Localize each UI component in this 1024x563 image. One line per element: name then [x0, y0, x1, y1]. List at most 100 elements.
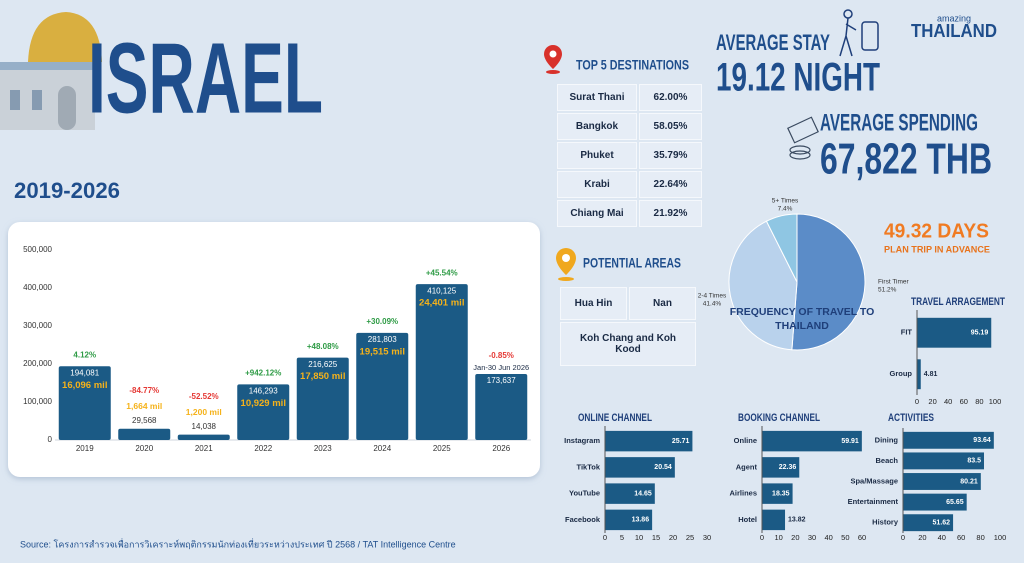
chart-title: BOOKING CHANNEL	[738, 412, 820, 424]
slice-label: 2-4 Times	[698, 293, 727, 300]
revenue-label: 24,401 mil	[419, 298, 464, 309]
value-label: 20.54	[654, 464, 672, 471]
x-tick-label: 2022	[254, 444, 272, 453]
value-label: 95.19	[971, 330, 989, 337]
category-label: Dining	[875, 435, 899, 444]
spending-value: 67,822 THB	[820, 135, 992, 184]
period-title: 2019-2026	[14, 178, 120, 203]
table-cell: 58.05%	[639, 113, 702, 140]
bar	[177, 434, 230, 440]
category-label: YouTube	[569, 489, 600, 498]
x-tick-label: 40	[944, 397, 952, 406]
money-icon	[787, 116, 819, 160]
page-title: ISRAEL	[88, 22, 323, 134]
revenue-label: 1,664 mil	[126, 401, 162, 411]
table-cell: 35.79%	[639, 142, 702, 169]
value-label: 65.65	[946, 499, 964, 506]
x-tick-label: 2025	[433, 444, 451, 453]
value-label: 173,637	[487, 376, 516, 385]
slice-label: 5+ Times	[772, 198, 799, 205]
bar	[903, 431, 994, 449]
bar	[762, 509, 786, 531]
slice-value: 7.4%	[778, 206, 793, 213]
x-tick-label: 60	[960, 397, 968, 406]
table-cell: Surat Thani	[557, 84, 637, 111]
pie-slice	[765, 213, 798, 283]
pin-icon	[544, 45, 562, 74]
bar	[605, 430, 693, 452]
value-label: 59.91	[841, 438, 859, 445]
x-tick-label: 0	[901, 533, 905, 542]
bar	[903, 493, 967, 511]
growth-label: +942.12%	[245, 369, 281, 378]
pin-icon	[556, 248, 576, 281]
table-row: Surat Thani 62.00%	[557, 84, 702, 111]
x-tick-label: 10	[774, 533, 782, 542]
stay-label: AVERAGE STAY	[716, 30, 830, 55]
value-label: 14,038	[192, 422, 217, 431]
category-label: Online	[734, 436, 757, 445]
bar	[605, 483, 655, 504]
source: Source: โครงการสำรวจเพื่อการวิเคราะห์พฤต…	[20, 537, 456, 549]
category-label: Group	[890, 369, 913, 378]
bar	[917, 359, 921, 390]
section-title: TOP 5 DESTINATIONS	[576, 57, 689, 73]
bar	[903, 473, 981, 490]
value-label: 410,125	[427, 286, 456, 295]
destinations-table: Surat Thani 62.00% Bangkok 58.05% Phuket 35.7…	[557, 84, 702, 227]
table-row: Hua Hin Nan	[560, 287, 696, 320]
revenue-label: 1,200 mil	[186, 407, 222, 417]
value-label: 29,568	[132, 416, 157, 425]
table-cell: Hua Hin	[560, 287, 627, 320]
logo-brand: THAILAND	[911, 21, 997, 41]
x-tick-label: 80	[975, 397, 983, 406]
table-cell: Bangkok	[557, 113, 637, 140]
table-row: Bangkok 58.05%	[557, 113, 702, 140]
value-label: 216,625	[308, 360, 337, 369]
bar	[605, 509, 653, 531]
x-tick-label: 10	[635, 533, 643, 542]
pie-slice	[791, 213, 866, 351]
revenue-label: 17,850 mil	[300, 371, 345, 382]
category-label: Airlines	[729, 489, 757, 498]
category-label: History	[872, 518, 899, 527]
bar	[475, 374, 528, 440]
bar	[237, 384, 290, 440]
table-row: Phuket 35.79%	[557, 142, 702, 169]
growth-label: 4.12%	[73, 350, 96, 359]
traveler-icon	[839, 9, 879, 57]
x-tick-label: 30	[703, 533, 711, 542]
x-tick-label: 5	[620, 533, 624, 542]
bar	[917, 317, 992, 348]
table-row: Chiang Mai 21.92%	[557, 200, 702, 227]
category-label: Beach	[875, 456, 898, 465]
bar	[58, 366, 111, 440]
bar	[605, 457, 675, 478]
value-label: 80.21	[960, 478, 978, 485]
y-tick-label: 100,000	[23, 397, 52, 406]
chart-title: TRAVEL ARRAGEMENT	[911, 296, 1005, 308]
chart-title: ONLINE CHANNEL	[578, 412, 652, 424]
value-label: 4.81	[924, 371, 938, 378]
chart-title: ACTIVITIES	[888, 412, 934, 424]
bar	[415, 284, 468, 440]
growth-label: -0.85%	[489, 351, 514, 360]
value-label: 13.82	[788, 517, 806, 524]
x-tick-label: 2020	[135, 444, 153, 453]
growth-label: +48.08%	[307, 342, 339, 351]
x-tick-label: 100	[994, 533, 1007, 542]
bar	[356, 332, 409, 440]
bar	[118, 428, 171, 440]
x-tick-label: 25	[686, 533, 694, 542]
table-cell: Chiang Mai	[557, 200, 637, 227]
growth-label: -84.77%	[129, 386, 159, 395]
x-tick-label: 40	[938, 533, 946, 542]
period-label: Jan-30 Jun 2026	[473, 363, 529, 372]
bar	[762, 483, 793, 504]
category-label: TikTok	[577, 462, 601, 471]
bar	[762, 457, 800, 478]
category-label: Hotel	[738, 515, 757, 524]
category-label: FIT	[901, 328, 913, 337]
slice-label: First Timer	[878, 279, 910, 286]
